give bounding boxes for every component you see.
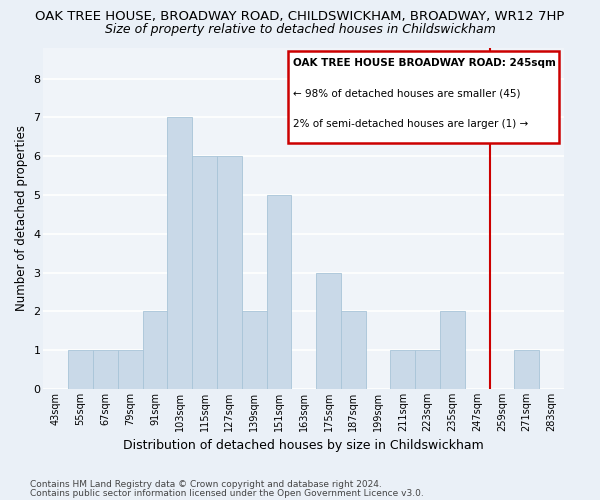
Text: Contains public sector information licensed under the Open Government Licence v3: Contains public sector information licen…: [30, 488, 424, 498]
Bar: [391, 350, 415, 389]
Bar: [192, 156, 217, 389]
Bar: [440, 312, 465, 389]
Bar: [93, 350, 118, 389]
Text: ← 98% of detached houses are smaller (45): ← 98% of detached houses are smaller (45…: [293, 88, 521, 99]
Bar: [266, 195, 291, 389]
Bar: [341, 312, 365, 389]
Bar: [514, 350, 539, 389]
Y-axis label: Number of detached properties: Number of detached properties: [15, 126, 28, 312]
Bar: [167, 118, 192, 389]
Text: 2% of semi-detached houses are larger (1) →: 2% of semi-detached houses are larger (1…: [293, 119, 529, 129]
Bar: [68, 350, 93, 389]
Bar: [316, 272, 341, 389]
X-axis label: Distribution of detached houses by size in Childswickham: Distribution of detached houses by size …: [124, 440, 484, 452]
Bar: [242, 312, 266, 389]
Text: Size of property relative to detached houses in Childswickham: Size of property relative to detached ho…: [104, 22, 496, 36]
Text: OAK TREE HOUSE, BROADWAY ROAD, CHILDSWICKHAM, BROADWAY, WR12 7HP: OAK TREE HOUSE, BROADWAY ROAD, CHILDSWIC…: [35, 10, 565, 23]
FancyBboxPatch shape: [288, 51, 559, 143]
Bar: [143, 312, 167, 389]
Bar: [217, 156, 242, 389]
Bar: [118, 350, 143, 389]
Text: Contains HM Land Registry data © Crown copyright and database right 2024.: Contains HM Land Registry data © Crown c…: [30, 480, 382, 489]
Text: OAK TREE HOUSE BROADWAY ROAD: 245sqm: OAK TREE HOUSE BROADWAY ROAD: 245sqm: [293, 58, 556, 68]
Bar: [415, 350, 440, 389]
